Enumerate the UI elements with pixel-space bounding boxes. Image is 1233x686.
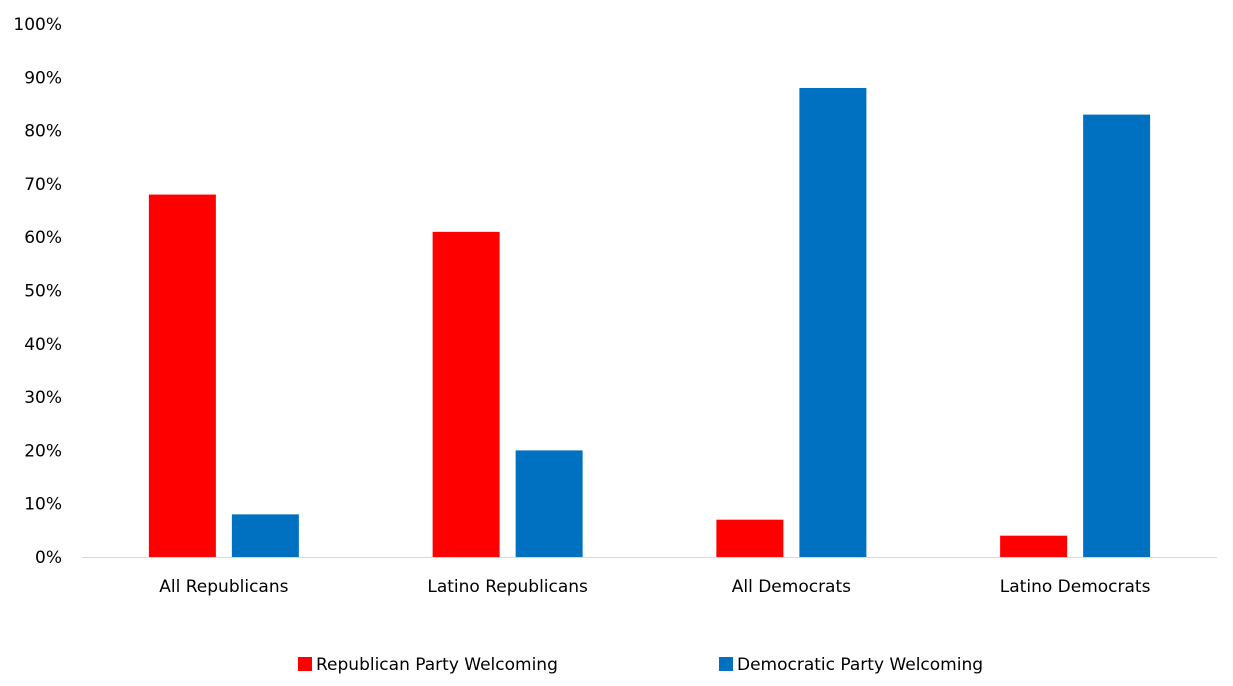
y-tick-label: 0% (35, 548, 62, 568)
bars (148, 87, 1151, 558)
x-category-label: All Democrats (732, 577, 851, 597)
legend-swatch (719, 657, 733, 671)
legend-swatch (298, 657, 312, 671)
x-category-label: Latino Democrats (1000, 577, 1151, 597)
x-category-label: Latino Republicans (427, 577, 588, 597)
bar-democratic-1 (515, 450, 583, 557)
x-axis: All Republicans Latino Republicans All Dem… (159, 577, 1150, 597)
y-tick-label: 20% (24, 441, 62, 461)
bar-republican-0 (148, 194, 216, 557)
y-tick-label: 70% (24, 175, 62, 195)
bar-republican-1 (432, 231, 500, 557)
bar-democratic-0 (231, 514, 299, 557)
bar-republican-3 (1000, 535, 1068, 557)
legend-label: Democratic Party Welcoming (737, 655, 983, 675)
legend-label: Republican Party Welcoming (316, 655, 558, 675)
bar-republican-2 (716, 519, 784, 557)
y-tick-label: 10% (24, 495, 62, 515)
legend: Republican Party Welcoming Democratic Par… (298, 655, 983, 675)
y-tick-label: 30% (24, 388, 62, 408)
bar-democratic-3 (1083, 114, 1151, 558)
y-tick-label: 40% (24, 335, 62, 355)
y-tick-label: 50% (24, 282, 62, 302)
x-category-label: All Republicans (159, 577, 288, 597)
y-tick-label: 100% (13, 15, 62, 35)
bar-democratic-2 (799, 87, 867, 558)
y-tick-label: 60% (24, 228, 62, 248)
y-axis: 0% 10% 20% 30% 40% 50% 60% 70% 80% 90% 100% (13, 15, 62, 568)
y-tick-label: 80% (24, 122, 62, 142)
y-tick-label: 90% (24, 68, 62, 88)
